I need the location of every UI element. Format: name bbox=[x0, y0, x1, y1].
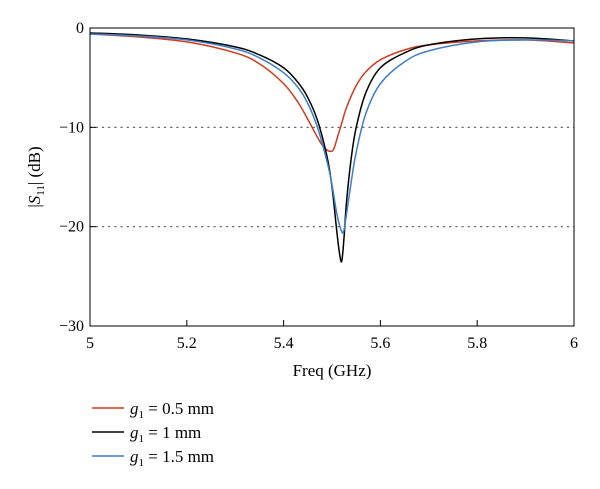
legend-label-2: g1 = 1 mm bbox=[130, 423, 201, 445]
reference-lines bbox=[89, 126, 575, 228]
legend-value: = 1 mm bbox=[144, 423, 201, 442]
x-tick-label: 5.8 bbox=[467, 335, 487, 352]
x-tick-label: 5.2 bbox=[177, 335, 197, 352]
x-tick-label: 5.6 bbox=[370, 335, 390, 352]
legend-symbol: g bbox=[130, 399, 139, 418]
legend-label-1: g1 = 0.5 mm bbox=[130, 399, 214, 421]
y-tick-label: −10 bbox=[59, 119, 84, 136]
legend-label-3: g1 = 1.5 mm bbox=[130, 447, 214, 469]
legend-subscript: 1 bbox=[139, 409, 145, 421]
series-lines bbox=[89, 32, 575, 263]
series-line-2 bbox=[89, 32, 575, 263]
y-tick-label: −20 bbox=[59, 219, 84, 236]
x-axis-label: Freq (GHz) bbox=[293, 361, 372, 380]
y-axis-label-prefix: | bbox=[25, 204, 44, 207]
x-tick-label: 6 bbox=[570, 335, 578, 352]
y-tick-label: 0 bbox=[76, 20, 84, 37]
legend-subscript: 1 bbox=[139, 457, 145, 469]
axis-ticks: 5 5.2 5.4 5.6 5.8 6 0 −10 −20 −30 bbox=[59, 20, 578, 352]
x-tick-label: 5 bbox=[86, 335, 94, 352]
legend-value: = 0.5 mm bbox=[144, 399, 214, 418]
legend-symbol: g bbox=[130, 423, 139, 442]
y-axis-label-symbol: S bbox=[25, 195, 44, 204]
y-tick-label: −30 bbox=[59, 318, 84, 335]
legend-subscript: 1 bbox=[139, 433, 145, 445]
series-line-1 bbox=[89, 33, 575, 153]
y-axis-label: |S11| (dB) bbox=[25, 146, 47, 207]
legend-value: = 1.5 mm bbox=[144, 447, 214, 466]
series-line-3 bbox=[89, 33, 575, 234]
plot-frame bbox=[89, 27, 575, 327]
legend-symbol: g bbox=[130, 447, 139, 466]
y-axis-label-subscript: 11 bbox=[35, 185, 47, 196]
y-axis-label-suffix: | (dB) bbox=[25, 146, 44, 185]
x-tick-label: 5.4 bbox=[274, 335, 294, 352]
